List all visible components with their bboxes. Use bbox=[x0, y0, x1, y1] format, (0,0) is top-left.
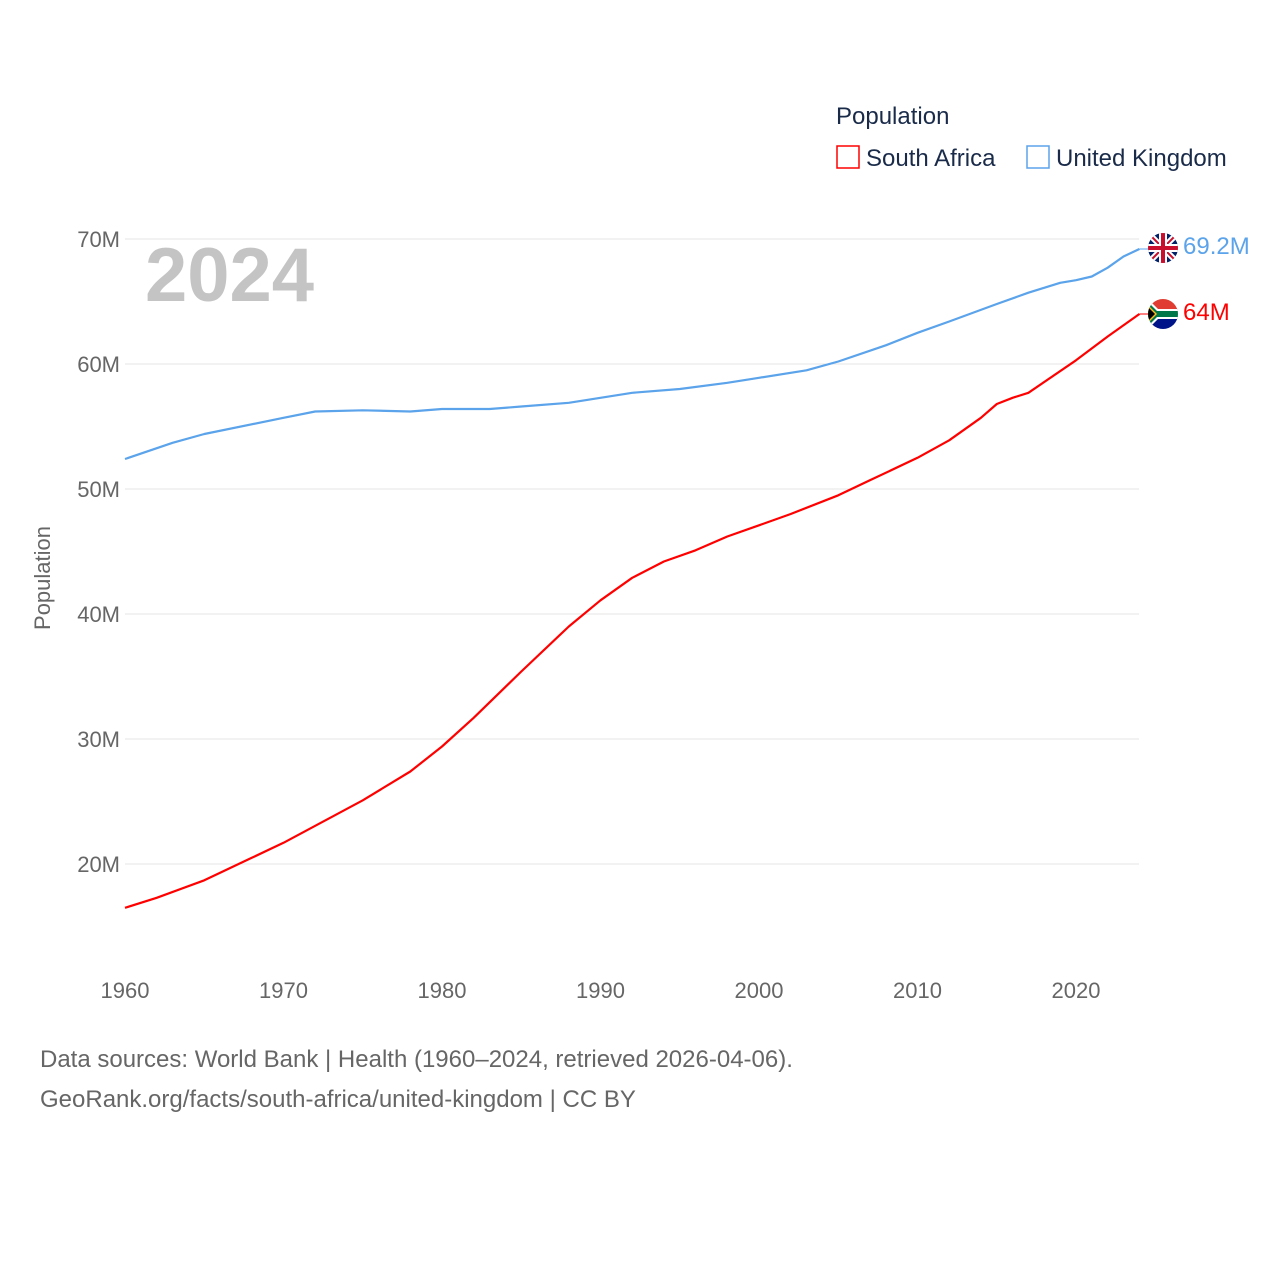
y-tick-label: 50M bbox=[77, 477, 120, 502]
x-tick-label: 2020 bbox=[1052, 978, 1101, 1003]
credit-link[interactable]: GeoRank.org/facts/south-africa/united-ki… bbox=[40, 1086, 636, 1113]
y-tick-label: 70M bbox=[77, 227, 120, 252]
united-kingdom-flag-icon bbox=[1148, 233, 1178, 263]
current-year-label: 2024 bbox=[145, 233, 314, 318]
legend: Population South Africa United Kingdom bbox=[836, 103, 1227, 172]
legend-swatch-south-africa[interactable] bbox=[836, 145, 860, 169]
end-label-south-africa: 64M bbox=[1183, 299, 1230, 326]
x-tick-label: 2000 bbox=[735, 978, 784, 1003]
legend-label-south-africa[interactable]: South Africa bbox=[866, 145, 996, 172]
y-tick-label: 30M bbox=[77, 727, 120, 752]
x-tick-label: 1960 bbox=[101, 978, 150, 1003]
x-tick-label: 2010 bbox=[893, 978, 942, 1003]
x-tick-label: 1980 bbox=[418, 978, 467, 1003]
x-tick-label: 1970 bbox=[259, 978, 308, 1003]
x-tick-label: 1990 bbox=[576, 978, 625, 1003]
y-tick-label: 20M bbox=[77, 852, 120, 877]
y-tick-label: 40M bbox=[77, 602, 120, 627]
legend-label-united-kingdom[interactable]: United Kingdom bbox=[1056, 145, 1227, 172]
south-africa-flag-icon bbox=[1148, 299, 1178, 329]
end-label-united-kingdom: 69.2M bbox=[1183, 233, 1250, 260]
series-line-south-africa[interactable] bbox=[124, 313, 1141, 909]
data-sources: Data sources: World Bank | Health (1960–… bbox=[40, 1046, 793, 1073]
series-line-united-kingdom[interactable] bbox=[124, 248, 1140, 461]
legend-title: Population bbox=[836, 103, 949, 130]
y-tick-label: 60M bbox=[77, 352, 120, 377]
y-axis-label: Population bbox=[30, 526, 55, 630]
legend-swatch-united-kingdom[interactable] bbox=[1026, 145, 1050, 169]
